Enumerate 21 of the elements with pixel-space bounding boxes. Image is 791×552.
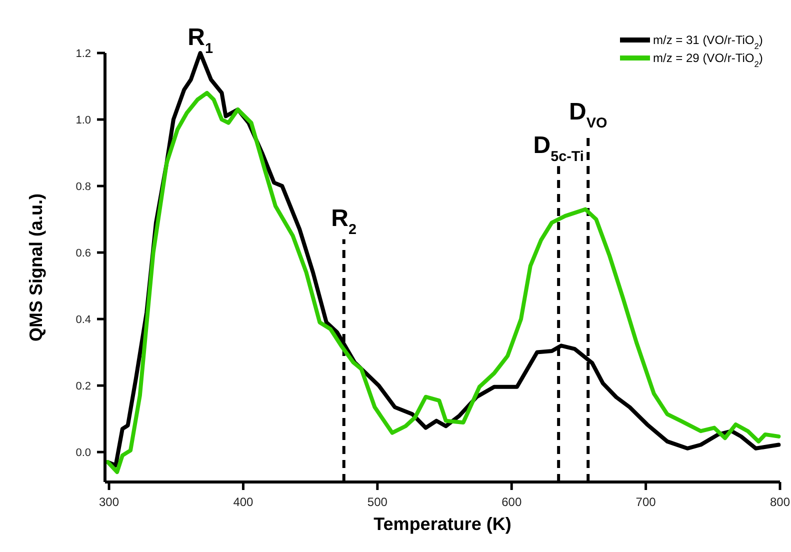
- x-tick-label: 500: [367, 495, 388, 509]
- ref-line-label: D$_{VO}$: [569, 98, 608, 132]
- x-tick-label: 400: [233, 495, 254, 509]
- legend-label: m/z = 29 (VO/r-TiO$_{2}$): [653, 51, 763, 70]
- x-tick-label: 300: [99, 495, 120, 509]
- ref-line-label: R$_{2}$: [331, 204, 357, 238]
- x-tick-label: 700: [636, 495, 656, 509]
- ref-line-label: D$_{5c-Ti}$: [533, 132, 584, 165]
- y-tick-label: 1.0: [76, 114, 91, 126]
- annotation: R$_{1}$: [188, 24, 213, 57]
- y-tick-label: 0.4: [76, 314, 91, 326]
- x-axis-title: Temperature (K): [374, 514, 512, 534]
- y-tick-label: 0.6: [76, 247, 91, 260]
- y-tick-label: 0.0: [76, 446, 91, 459]
- x-tick-label: 800: [770, 495, 790, 509]
- y-tick-label: 0.8: [76, 180, 91, 193]
- y-tick-label: 0.2: [76, 380, 91, 392]
- legend-label: m/z = 31 (VO/r-TiO$_{2}$): [653, 33, 763, 52]
- y-tick-label: 1.2: [76, 48, 91, 60]
- x-tick-label: 600: [502, 495, 522, 509]
- y-axis-title: QMS Signal (a.u.): [26, 193, 46, 342]
